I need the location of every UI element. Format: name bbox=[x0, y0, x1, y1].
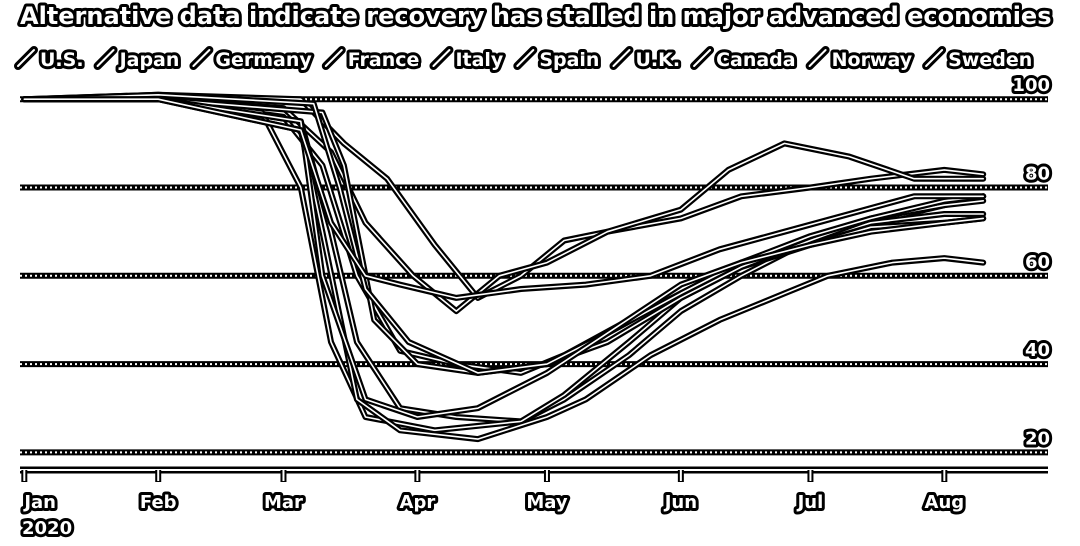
y-tick-label-60: 60 bbox=[1025, 252, 1050, 273]
series-italy bbox=[21, 96, 987, 434]
series-line-outline-japan bbox=[21, 96, 987, 315]
legend-label-france: France bbox=[348, 49, 420, 71]
x-axis: Jan 2020 Feb Mar Apr May Jun Jul Aug bbox=[19, 466, 1048, 542]
y-tick-label-100: 100 bbox=[1012, 75, 1050, 96]
legend-item-norway: Norway bbox=[805, 46, 916, 74]
legend-label-canada: Canada bbox=[716, 49, 796, 71]
series-line-outline-u-s bbox=[21, 91, 987, 301]
x-tick-label-apr: Apr bbox=[400, 492, 436, 513]
legend-item-canada: Canada bbox=[690, 46, 799, 74]
x-tick-label-jun: Jun bbox=[663, 492, 697, 513]
x-tick-sublabel-jan: 2020 bbox=[22, 518, 72, 539]
legend-swatch-canada bbox=[693, 49, 712, 67]
y-tick-label-80: 80 bbox=[1025, 164, 1050, 185]
x-tick-label-may: May bbox=[526, 492, 568, 513]
legend-label-norway: Norway bbox=[832, 49, 913, 71]
series-sweden bbox=[21, 96, 987, 301]
series-line-u-s bbox=[23, 94, 984, 299]
legend-swatch-germany bbox=[192, 49, 211, 67]
legend-item-france: France bbox=[321, 46, 422, 74]
legend-item-spain: Spain bbox=[513, 46, 602, 74]
series-norway bbox=[21, 96, 987, 420]
legend-swatch-italy bbox=[432, 49, 451, 67]
x-tick-label-feb: Feb bbox=[140, 492, 177, 513]
series-line-spain bbox=[23, 98, 984, 440]
gridlines bbox=[20, 96, 1048, 456]
legend-swatch-france bbox=[324, 49, 343, 67]
legend-item-japan: Japan bbox=[93, 46, 182, 74]
series-line-italy bbox=[23, 98, 984, 432]
y-tick-label-20: 20 bbox=[1025, 428, 1050, 449]
series-u-s bbox=[21, 91, 987, 301]
chart-title: Alternative data indicate recovery has s… bbox=[20, 2, 1052, 30]
series-spain bbox=[21, 96, 987, 443]
series-line-outline-italy bbox=[21, 96, 987, 434]
legend-label-u-k: U.K. bbox=[635, 49, 680, 71]
legend-item-germany: Germany bbox=[189, 46, 315, 74]
series-line-norway bbox=[23, 98, 984, 418]
series-line-sweden bbox=[23, 98, 984, 299]
x-tick-label-jul: Jul bbox=[796, 492, 824, 513]
legend-label-japan: Japan bbox=[118, 49, 180, 71]
x-tick-label-aug: Aug bbox=[925, 492, 965, 513]
series-lines bbox=[21, 91, 987, 443]
legend-item-sweden: Sweden bbox=[922, 46, 1035, 74]
x-tick-label-jan: Jan bbox=[22, 492, 56, 513]
series-line-japan bbox=[23, 98, 984, 312]
legend-label-italy: Italy bbox=[455, 49, 503, 71]
series-japan bbox=[21, 96, 987, 315]
series-line-outline-spain bbox=[21, 96, 987, 443]
legend-item-u-s: U.S. bbox=[14, 46, 87, 74]
legend-label-u-s: U.S. bbox=[40, 49, 84, 71]
legend-label-germany: Germany bbox=[215, 49, 312, 71]
legend-swatch-norway bbox=[808, 49, 827, 67]
series-line-outline-sweden bbox=[21, 96, 987, 301]
legend-swatch-japan bbox=[96, 49, 115, 67]
legend-swatch-u-k bbox=[612, 49, 631, 67]
series-canada bbox=[21, 91, 987, 376]
legend-item-u-k: U.K. bbox=[609, 46, 683, 74]
legend-swatch-sweden bbox=[925, 49, 944, 67]
y-tick-label-40: 40 bbox=[1025, 340, 1050, 361]
legend-swatch-spain bbox=[516, 49, 535, 67]
legend-label-sweden: Sweden bbox=[948, 49, 1032, 71]
y-tick-labels: 20 40 60 80 100 bbox=[1009, 72, 1053, 452]
legend-item-italy: Italy bbox=[429, 46, 507, 74]
legend-swatch-u-s bbox=[17, 49, 35, 67]
legend-label-spain: Spain bbox=[539, 49, 599, 71]
series-line-canada bbox=[23, 94, 984, 374]
x-tick-label-mar: Mar bbox=[264, 492, 303, 513]
legend: U.S. Japan Germany France Italy Spain U.K. Cana… bbox=[14, 46, 1035, 74]
